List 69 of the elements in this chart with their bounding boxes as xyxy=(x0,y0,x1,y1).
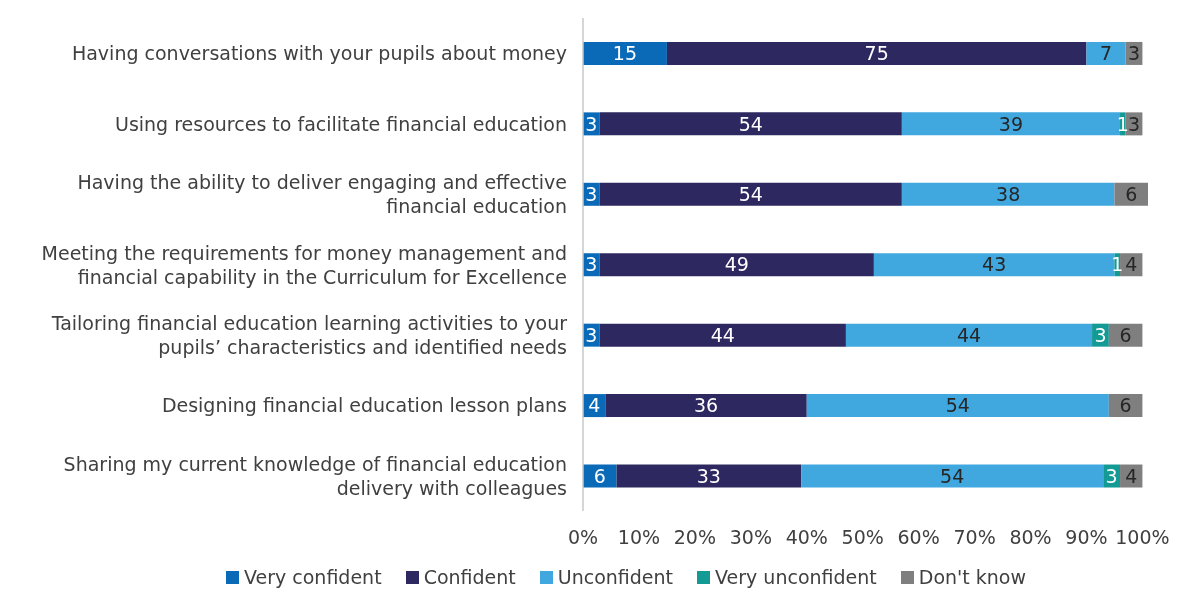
legend-label: Unconfident xyxy=(556,566,674,588)
x-tick-label: 100% xyxy=(1115,526,1170,549)
bar xyxy=(666,41,1087,65)
y-tick-label: Tailoring financial education learning activities to your pupils’ characteristics and identified needs xyxy=(50,311,568,358)
bar xyxy=(801,464,1104,488)
data-label: 1 xyxy=(1116,112,1129,135)
data-label: 44 xyxy=(956,323,982,346)
data-label: 33 xyxy=(696,464,721,487)
data-label: 54 xyxy=(940,464,965,487)
data-label: 4 xyxy=(1125,253,1138,276)
legend-label: Very confident xyxy=(243,566,382,588)
data-label: 3 xyxy=(585,253,598,276)
x-tick-label: 30% xyxy=(729,526,772,549)
x-tick-label: 80% xyxy=(1009,526,1052,549)
bar xyxy=(599,323,846,347)
data-label: 49 xyxy=(724,253,749,276)
bar xyxy=(845,323,1093,347)
x-tick-label: 70% xyxy=(953,526,996,549)
bar xyxy=(616,464,802,488)
legend-label: Confident xyxy=(422,566,516,588)
bar xyxy=(1086,41,1126,65)
data-label: 54 xyxy=(945,394,970,417)
data-label: 6 xyxy=(1119,323,1132,346)
bar xyxy=(806,394,1109,418)
bar xyxy=(605,394,807,418)
data-label: 4 xyxy=(1125,464,1138,487)
legend-label: Don't know xyxy=(917,566,1026,588)
data-label: 3 xyxy=(1105,464,1118,487)
y-tick-label: Using resources to facilitate financial education xyxy=(114,112,567,135)
data-label: 43 xyxy=(982,253,1007,276)
data-label: 3 xyxy=(585,112,598,135)
data-label: 6 xyxy=(1125,183,1138,206)
data-label: 75 xyxy=(864,42,889,65)
bar xyxy=(901,182,1115,206)
y-tick-label: Having the ability to deliver engaging and effective financial education xyxy=(77,171,567,218)
data-label: 3 xyxy=(1127,112,1141,135)
bar xyxy=(599,253,874,277)
x-tick-label: 60% xyxy=(897,526,940,549)
data-label: 3 xyxy=(1094,323,1107,346)
bar xyxy=(873,253,1115,277)
data-label: 6 xyxy=(593,464,606,487)
x-tick-label: 90% xyxy=(1065,526,1108,549)
data-label: 39 xyxy=(998,112,1024,135)
y-tick-label: Meeting the requirements for money management and financial capability in the Curriculum for Excellence xyxy=(41,241,567,288)
data-label: 1 xyxy=(1111,253,1124,276)
y-tick-label: Sharing my current knowledge of financial education delivery with colleagues xyxy=(63,452,567,499)
bar xyxy=(599,182,902,206)
data-label: 7 xyxy=(1100,42,1113,65)
x-tick-label: 40% xyxy=(785,526,828,549)
data-label: 15 xyxy=(612,42,638,65)
y-tick-label: Having conversations with your pupils about money xyxy=(71,42,567,65)
data-label: 54 xyxy=(738,112,763,135)
data-label: 3 xyxy=(585,323,598,346)
y-tick-label: Designing financial education lesson plans xyxy=(161,394,567,417)
data-label: 4 xyxy=(588,394,601,417)
data-label: 54 xyxy=(738,183,763,206)
data-label: 3 xyxy=(585,183,598,206)
x-tick-label: 50% xyxy=(841,526,884,549)
legend-label: Very unconfident xyxy=(714,566,877,588)
data-label: 44 xyxy=(710,323,735,346)
x-tick-label: 20% xyxy=(673,526,716,549)
data-label: 36 xyxy=(693,394,719,417)
x-tick-label: 0% xyxy=(567,526,599,549)
bar xyxy=(599,112,902,136)
data-label: 3 xyxy=(1127,42,1141,65)
data-label: 38 xyxy=(996,183,1021,206)
x-tick-label: 10% xyxy=(617,526,661,549)
bar xyxy=(583,41,667,65)
data-label: 6 xyxy=(1119,394,1132,417)
